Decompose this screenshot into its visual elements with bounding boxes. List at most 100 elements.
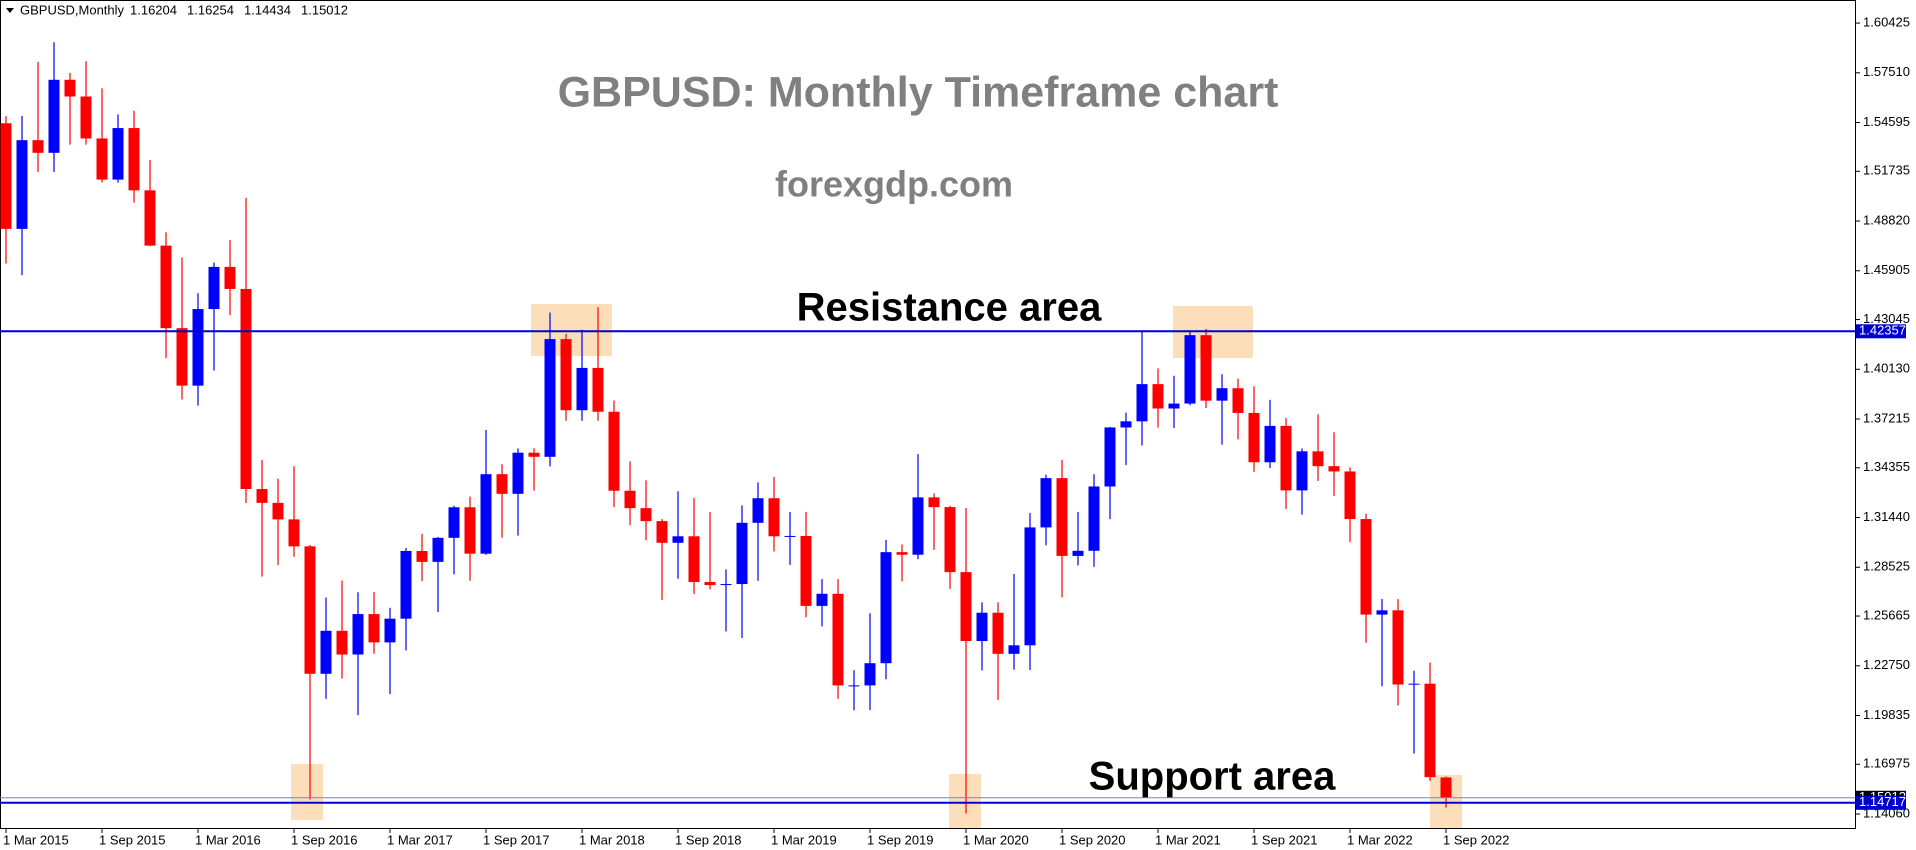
- header-open: 1.16204: [130, 2, 177, 17]
- candle-body: [912, 497, 924, 555]
- candle-body: [480, 474, 492, 554]
- y-tick-label: 1.43045: [1863, 311, 1910, 326]
- candle-body: [272, 502, 284, 520]
- level-label-box: [1856, 324, 1906, 339]
- y-tick-label: 1.25665: [1863, 607, 1910, 622]
- candle-body: [976, 612, 988, 642]
- candle-body: [1328, 466, 1340, 472]
- x-tick-label: 1 Mar 2016: [195, 832, 261, 847]
- candle-body: [368, 614, 380, 643]
- candle-body: [1264, 425, 1276, 463]
- y-tick-label: 1.22750: [1863, 657, 1910, 672]
- candle-body: [992, 612, 1004, 654]
- y-tick-label: 1.60425: [1863, 15, 1910, 30]
- header-high: 1.16254: [187, 2, 234, 17]
- candle-body: [704, 582, 716, 586]
- candle-body: [576, 367, 588, 411]
- candle-body: [896, 552, 908, 555]
- y-tick-label: 1.28525: [1863, 559, 1910, 574]
- highlight-box: [291, 764, 323, 820]
- annotation: Support area: [1089, 755, 1336, 799]
- candle-body: [128, 128, 140, 191]
- header-low: 1.14434: [244, 2, 291, 17]
- candle-body: [1056, 478, 1068, 556]
- x-tick-label: 1 Sep 2021: [1251, 832, 1318, 847]
- candle-body: [240, 288, 252, 490]
- candle-body: [816, 593, 828, 606]
- annotation: Resistance area: [797, 286, 1102, 330]
- candle-body: [1184, 335, 1196, 404]
- symbol: GBPUSD,Monthly: [20, 2, 125, 17]
- candle-body: [944, 507, 956, 573]
- candle-body: [1088, 486, 1100, 551]
- plot-frame: [0, 0, 1856, 829]
- candle-body: [192, 309, 204, 386]
- candle-body: [432, 537, 444, 562]
- candle-body: [848, 685, 860, 687]
- x-tick-label: 1 Mar 2018: [579, 832, 645, 847]
- menu-icon[interactable]: [6, 8, 14, 13]
- candle-body: [336, 630, 348, 655]
- chart-title: GBPUSD: Monthly Timeframe chart: [558, 68, 1279, 116]
- candle-body: [1024, 527, 1036, 646]
- candle-body: [160, 245, 172, 329]
- x-tick-label: 1 Mar 2020: [963, 832, 1029, 847]
- candle-body: [384, 618, 396, 643]
- candle-body: [1376, 610, 1388, 615]
- candle-body: [144, 190, 156, 246]
- level-label: 1.14717: [1859, 794, 1906, 809]
- candle-body: [448, 507, 460, 538]
- candle-body: [544, 339, 556, 457]
- candle-body: [320, 630, 332, 674]
- y-tick-label: 1.16975: [1863, 756, 1910, 771]
- candle-body: [1008, 645, 1020, 654]
- candle-body: [288, 519, 300, 547]
- x-tick-label: 1 Mar 2022: [1347, 832, 1413, 847]
- candle-body: [1392, 610, 1404, 685]
- candle-body: [352, 614, 364, 655]
- candle-body: [48, 79, 60, 153]
- candle-body: [1440, 777, 1452, 798]
- x-tick-label: 1 Mar 2019: [771, 832, 837, 847]
- candle-body: [16, 140, 28, 229]
- candle-body: [960, 572, 972, 642]
- candle-body: [1200, 335, 1212, 401]
- candle-body: [752, 498, 764, 523]
- x-tick-label: 1 Sep 2018: [675, 832, 742, 847]
- highlight-box: [949, 774, 981, 828]
- candle-body: [560, 339, 572, 411]
- candle-body: [304, 546, 316, 674]
- candle-body: [1152, 384, 1164, 409]
- y-tick-label: 1.57510: [1863, 64, 1910, 79]
- y-tick-label: 1.45905: [1863, 262, 1910, 277]
- y-tick-label: 1.19835: [1863, 707, 1910, 722]
- candle-body: [1408, 683, 1420, 685]
- x-tick-label: 1 Sep 2019: [867, 832, 934, 847]
- level-label: 1.42357: [1859, 323, 1906, 338]
- x-tick-label: 1 Mar 2017: [387, 832, 453, 847]
- candle-body: [1296, 451, 1308, 491]
- y-tick-label: 1.54595: [1863, 114, 1910, 129]
- candle-body: [800, 535, 812, 606]
- candle-body: [608, 411, 620, 491]
- candle-body: [1072, 550, 1084, 556]
- candle-body: [784, 535, 796, 537]
- header-close: 1.15012: [301, 2, 348, 17]
- candle-body: [928, 497, 940, 508]
- candle-body: [1424, 683, 1436, 778]
- candle-body: [208, 266, 220, 310]
- candle-body: [464, 507, 476, 554]
- candle-body: [512, 452, 524, 494]
- level-label-box: [1856, 795, 1906, 810]
- candle-body: [688, 536, 700, 583]
- candle-body: [1344, 471, 1356, 520]
- candle-body: [672, 536, 684, 543]
- candle-body: [1280, 425, 1292, 491]
- x-tick-label: 1 Mar 2021: [1155, 832, 1221, 847]
- candle-body: [864, 663, 876, 686]
- candle-body: [624, 490, 636, 509]
- x-tick-label: 1 Sep 2015: [99, 832, 166, 847]
- candle-body: [1120, 421, 1132, 428]
